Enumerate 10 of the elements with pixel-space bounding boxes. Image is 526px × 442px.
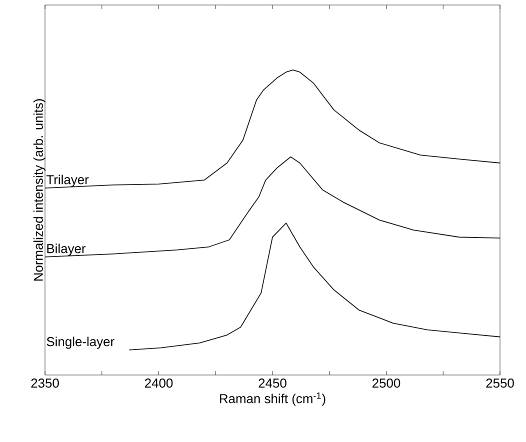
series-label: Trilayer (46, 174, 89, 187)
series-label: Bilayer (47, 244, 86, 256)
y-axis-title: Normalized intensity (arb. units) (33, 99, 46, 281)
x-tick-label: 2500 (372, 378, 400, 388)
x-tick-label: 2400 (145, 378, 173, 388)
x-tick-label: 2450 (258, 378, 286, 388)
x-tick-label: 2550 (486, 378, 514, 388)
series-label: Single-layer (46, 336, 114, 349)
x-tick-label: 2350 (31, 378, 59, 388)
x-axis-title: Raman shift (cm$^{-1}$) (220, 392, 326, 406)
